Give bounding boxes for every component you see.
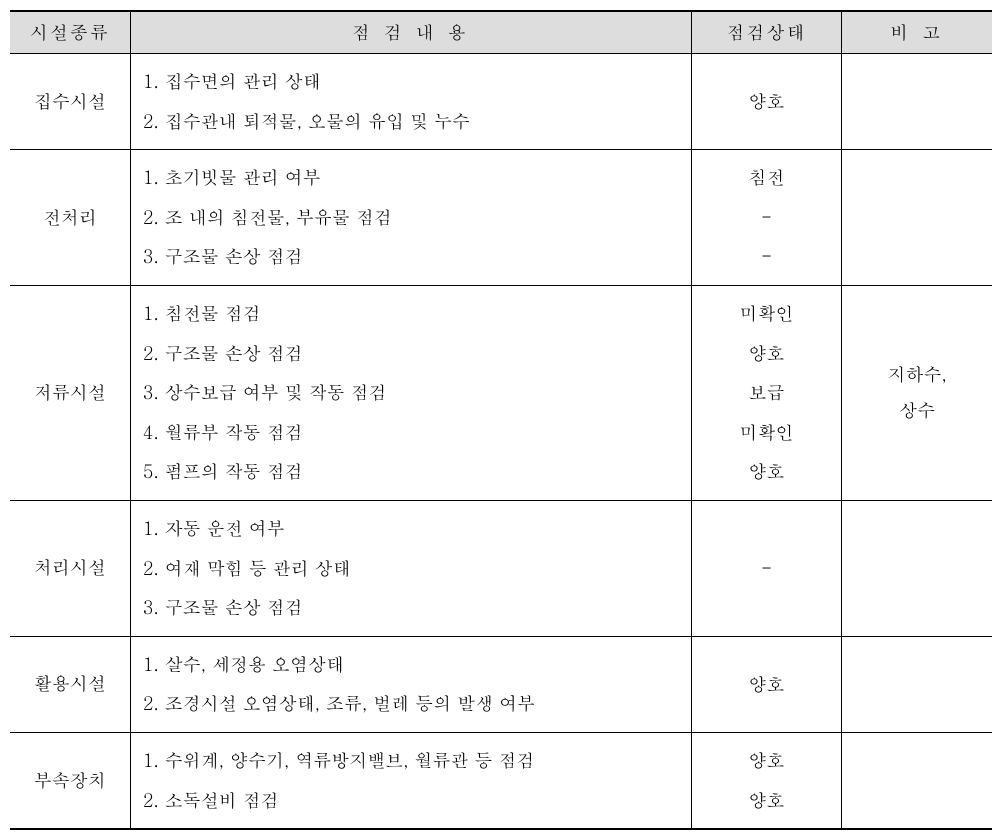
- cell-content: 1. 살수, 세정용 오염상태2. 조경시설 오염상태, 조류, 벌레 등의 발…: [130, 636, 691, 732]
- status-item: 양호: [702, 665, 831, 705]
- cell-content: 1. 침전물 점검2. 구조물 손상 점검3. 상수보급 여부 및 작동 점검4…: [130, 285, 691, 500]
- cell-status: 양호: [691, 54, 841, 150]
- status-item: -: [702, 549, 831, 589]
- cell-facility: 활용시설: [10, 636, 130, 732]
- status-item: -: [702, 198, 831, 238]
- content-item: 3. 상수보급 여부 및 작동 점검: [143, 373, 681, 413]
- cell-status: 침전--: [691, 150, 841, 286]
- table-row: 집수시설1. 집수면의 관리 상태2. 집수관내 퇴적물, 오물의 유입 및 누…: [10, 54, 992, 150]
- status-item: 양호: [702, 334, 831, 374]
- table-row: 저류시설1. 침전물 점검2. 구조물 손상 점검3. 상수보급 여부 및 작동…: [10, 285, 992, 500]
- cell-note: [842, 150, 992, 286]
- content-item: 1. 침전물 점검: [143, 294, 681, 334]
- note-item: 상수: [852, 393, 982, 429]
- table-row: 활용시설1. 살수, 세정용 오염상태2. 조경시설 오염상태, 조류, 벌레 …: [10, 636, 992, 732]
- content-item: 3. 구조물 손상 점검: [143, 588, 681, 628]
- content-item: 3. 구조물 손상 점검: [143, 237, 681, 277]
- table-header: 시설종류 점 검 내 용 점검상태 비 고: [10, 11, 992, 54]
- cell-note: [842, 500, 992, 636]
- cell-facility: 저류시설: [10, 285, 130, 500]
- note-item: 지하수,: [852, 357, 982, 393]
- content-item: 2. 조경시설 오염상태, 조류, 벌레 등의 발생 여부: [143, 684, 681, 724]
- status-item: 미확인: [702, 413, 831, 453]
- status-item: -: [702, 237, 831, 277]
- content-item: 5. 펌프의 작동 점검: [143, 452, 681, 492]
- content-item: 2. 구조물 손상 점검: [143, 334, 681, 374]
- header-content: 점 검 내 용: [130, 11, 691, 54]
- table-row: 처리시설1. 자동 운전 여부2. 여재 막힘 등 관리 상태3. 구조물 손상…: [10, 500, 992, 636]
- header-note: 비 고: [842, 11, 992, 54]
- table-row: 부속장치1. 수위계, 양수기, 역류방지밸브, 월류관 등 점검2. 소독설비…: [10, 732, 992, 829]
- cell-status: 미확인양호보급미확인양호: [691, 285, 841, 500]
- content-item: 1. 수위계, 양수기, 역류방지밸브, 월류관 등 점검: [143, 741, 681, 781]
- content-item: 2. 소독설비 점검: [143, 781, 681, 821]
- cell-note: [842, 54, 992, 150]
- cell-content: 1. 집수면의 관리 상태2. 집수관내 퇴적물, 오물의 유입 및 누수: [130, 54, 691, 150]
- header-facility: 시설종류: [10, 11, 130, 54]
- cell-status: -: [691, 500, 841, 636]
- status-item: 침전: [702, 158, 831, 198]
- cell-facility: 전처리: [10, 150, 130, 286]
- inspection-table: 시설종류 점 검 내 용 점검상태 비 고 집수시설1. 집수면의 관리 상태2…: [10, 10, 992, 830]
- content-item: 2. 조 내의 침전물, 부유물 점검: [143, 198, 681, 238]
- cell-status: 양호: [691, 636, 841, 732]
- cell-content: 1. 초기빗물 관리 여부2. 조 내의 침전물, 부유물 점검3. 구조물 손…: [130, 150, 691, 286]
- content-item: 2. 집수관내 퇴적물, 오물의 유입 및 누수: [143, 102, 681, 142]
- status-item: 미확인: [702, 294, 831, 334]
- content-item: 1. 초기빗물 관리 여부: [143, 158, 681, 198]
- table-body: 집수시설1. 집수면의 관리 상태2. 집수관내 퇴적물, 오물의 유입 및 누…: [10, 54, 992, 830]
- cell-content: 1. 자동 운전 여부2. 여재 막힘 등 관리 상태3. 구조물 손상 점검: [130, 500, 691, 636]
- cell-note: [842, 636, 992, 732]
- status-item: 양호: [702, 82, 831, 122]
- content-item: 1. 살수, 세정용 오염상태: [143, 645, 681, 685]
- table-row: 전처리1. 초기빗물 관리 여부2. 조 내의 침전물, 부유물 점검3. 구조…: [10, 150, 992, 286]
- content-item: 4. 월류부 작동 점검: [143, 413, 681, 453]
- header-status: 점검상태: [691, 11, 841, 54]
- status-item: 양호: [702, 781, 831, 821]
- cell-content: 1. 수위계, 양수기, 역류방지밸브, 월류관 등 점검2. 소독설비 점검: [130, 732, 691, 829]
- status-item: 양호: [702, 452, 831, 492]
- content-item: 1. 집수면의 관리 상태: [143, 62, 681, 102]
- content-item: 1. 자동 운전 여부: [143, 509, 681, 549]
- cell-note: 지하수,상수: [842, 285, 992, 500]
- cell-facility: 부속장치: [10, 732, 130, 829]
- status-item: 양호: [702, 741, 831, 781]
- cell-note: [842, 732, 992, 829]
- content-item: 2. 여재 막힘 등 관리 상태: [143, 549, 681, 589]
- cell-facility: 집수시설: [10, 54, 130, 150]
- status-item: 보급: [702, 373, 831, 413]
- cell-status: 양호양호: [691, 732, 841, 829]
- cell-facility: 처리시설: [10, 500, 130, 636]
